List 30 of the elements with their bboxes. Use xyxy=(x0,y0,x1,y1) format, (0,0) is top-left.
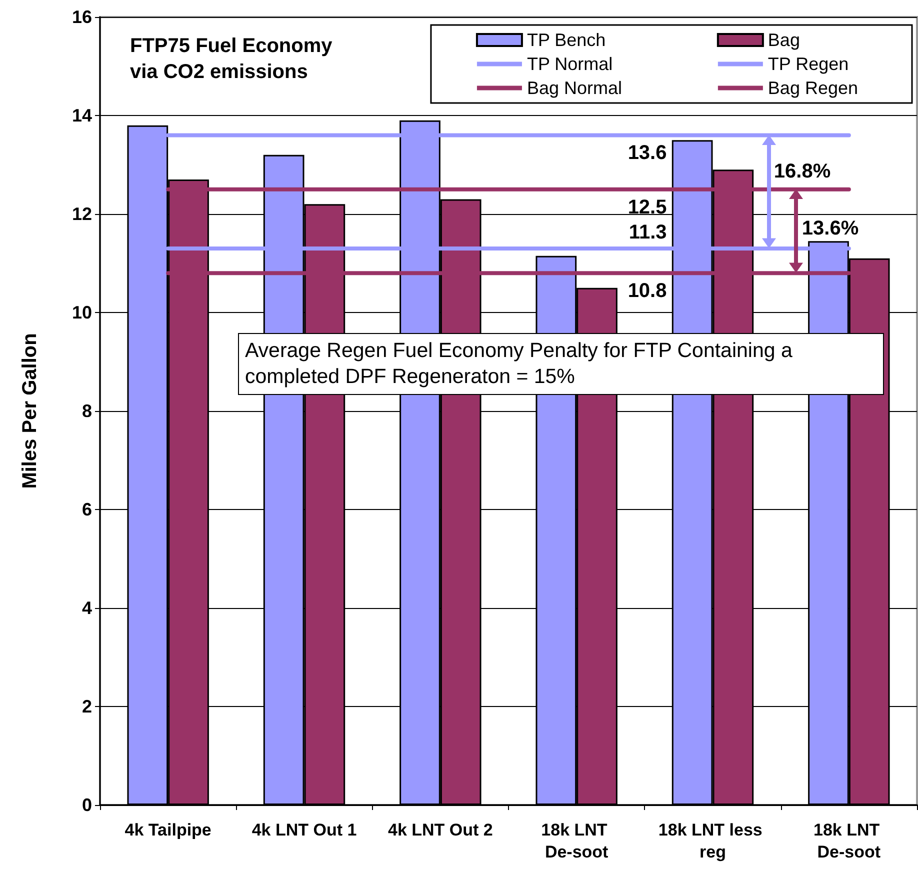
y-tick-label: 0 xyxy=(82,795,92,815)
y-tick-label: 2 xyxy=(82,696,92,716)
legend-label: Bag Normal xyxy=(526,78,622,98)
legend-label: TP Normal xyxy=(526,54,613,74)
y-tick-label: 12 xyxy=(72,204,92,224)
annotation: 13.6 xyxy=(628,142,667,164)
y-axis-title: Miles Per Gallon xyxy=(19,333,41,489)
annotation: 12.5 xyxy=(628,196,667,218)
x-tick-label: 18k LNT less reg xyxy=(658,820,768,862)
annotation: 13.6% xyxy=(802,217,859,240)
legend-label: TP Bench xyxy=(526,30,606,50)
legend-label: Bag Regen xyxy=(768,78,858,98)
legend-label: TP Regen xyxy=(768,54,849,74)
x-tick-label: 4k Tailpipe xyxy=(124,820,212,840)
x-tick-label: 4k LNT Out 2 xyxy=(388,820,493,840)
y-tick-label: 16 xyxy=(72,7,92,27)
y-tick-label: 6 xyxy=(82,500,92,520)
x-tick-label: 18k LNT De-soot xyxy=(813,820,884,862)
y-tick-label: 10 xyxy=(72,302,92,322)
annotation: 11.3 xyxy=(628,221,667,244)
legend-label: Bag xyxy=(768,30,800,50)
annotation: 16.8% xyxy=(774,160,831,182)
y-tick-label: 14 xyxy=(72,106,92,126)
annotation: Average Regen Fuel Economy Penalty for FTP Containing a completed DPF Regeneraton = 15% xyxy=(245,338,794,390)
x-tick-label: 4k LNT Out 1 xyxy=(252,820,357,840)
annotation: 10.8 xyxy=(628,280,667,302)
y-tick-label: 8 xyxy=(82,401,92,421)
x-tick-label: 18k LNT De-soot xyxy=(541,820,612,862)
text: FTP75 Fuel Economy via CO2 emissions xyxy=(130,35,338,83)
y-tick-label: 4 xyxy=(82,598,92,618)
